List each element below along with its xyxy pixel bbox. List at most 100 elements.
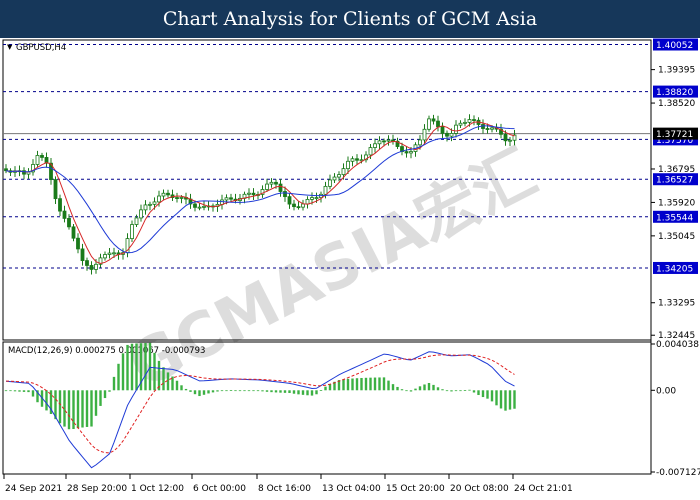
candle-body bbox=[265, 183, 269, 190]
candle-body bbox=[337, 174, 341, 178]
macd-histogram-bar bbox=[9, 390, 12, 392]
macd-histogram-bar bbox=[373, 377, 377, 391]
macd-histogram-bar bbox=[328, 383, 332, 391]
macd-histogram-bar bbox=[265, 390, 269, 392]
candle-body bbox=[35, 155, 40, 165]
macd-histogram-bar bbox=[351, 378, 354, 391]
macd-histogram-bar bbox=[139, 343, 143, 391]
candle-body bbox=[247, 192, 251, 195]
candle-body bbox=[503, 133, 508, 142]
time-tick-label: 8 Oct 16:00 bbox=[258, 484, 311, 494]
level-price-label: 1.40052 bbox=[656, 41, 693, 51]
macd-histogram-bar bbox=[508, 390, 512, 410]
macd-indicator bbox=[4, 342, 516, 469]
macd-panel-frame bbox=[2, 341, 652, 475]
level-price-box bbox=[653, 85, 698, 98]
candle-body bbox=[346, 160, 350, 170]
macd-histogram-bar bbox=[198, 390, 201, 397]
candle-body bbox=[157, 195, 161, 203]
price-tick-label: 1.32445 bbox=[658, 331, 695, 341]
level-lines: 1.40052 1.38820 1.37570 1.36527 1.35544 1.342… bbox=[3, 38, 698, 274]
macd-histogram-bar bbox=[378, 377, 381, 391]
candle-body bbox=[148, 203, 152, 206]
macd-histogram-bar bbox=[369, 377, 372, 391]
macd-histogram-bar bbox=[499, 390, 503, 409]
macd-tick-label: 0.004038 bbox=[656, 340, 699, 350]
candle-body bbox=[107, 252, 112, 255]
macd-histogram-bar bbox=[49, 390, 53, 414]
macd-tick-label: 0.00 bbox=[656, 386, 676, 396]
candle-body bbox=[58, 198, 62, 212]
candle-body bbox=[368, 147, 373, 156]
level-price-box bbox=[653, 38, 698, 51]
macd-histogram-bar bbox=[108, 390, 111, 392]
level-price-label: 1.37570 bbox=[656, 136, 693, 146]
candle-body bbox=[260, 189, 265, 195]
candle-body bbox=[463, 121, 467, 124]
time-tick-label: 6 Oct 00:00 bbox=[193, 484, 246, 494]
macd-histogram-bar bbox=[454, 390, 458, 392]
candle-body bbox=[301, 203, 305, 208]
candle-body bbox=[283, 191, 287, 198]
macd-histogram-bar bbox=[238, 390, 242, 392]
macd-histogram-bar bbox=[180, 385, 183, 391]
candle-body bbox=[71, 226, 76, 239]
candle-body bbox=[292, 203, 296, 208]
macd-histogram-bar bbox=[256, 390, 260, 392]
macd-histogram-bar bbox=[166, 372, 170, 391]
candle-body bbox=[332, 176, 337, 181]
macd-histogram-bar bbox=[382, 377, 386, 391]
symbol-label: GBPUSD,H4 bbox=[16, 43, 66, 53]
macd-histogram-bar bbox=[171, 376, 174, 391]
macd-histogram-bar bbox=[130, 343, 134, 391]
candle-body bbox=[53, 179, 58, 200]
candle-body bbox=[197, 206, 202, 209]
macd-histogram-bar bbox=[423, 384, 426, 391]
candle-body bbox=[80, 248, 85, 262]
candle-body bbox=[202, 205, 206, 208]
ma-fast-line bbox=[5, 121, 515, 265]
macd-histogram-bar bbox=[90, 390, 93, 427]
macd-histogram-bar bbox=[441, 389, 444, 391]
macd-histogram-bar bbox=[409, 390, 413, 392]
macd-histogram-bar bbox=[81, 390, 84, 428]
candle-body bbox=[409, 151, 413, 154]
macd-histogram-bar bbox=[211, 390, 215, 393]
macd-histogram-bar bbox=[54, 390, 57, 420]
candle-body bbox=[386, 139, 391, 142]
macd-histogram-bar bbox=[27, 390, 30, 393]
macd-histogram-bar bbox=[274, 390, 278, 393]
candle-body bbox=[134, 217, 139, 225]
macd-histogram-bar bbox=[468, 389, 471, 391]
macd-histogram-bar bbox=[400, 389, 404, 391]
price-tick-label: 1.35045 bbox=[658, 232, 695, 242]
macd-histogram-bar bbox=[117, 363, 120, 391]
macd-histogram-bar bbox=[63, 390, 66, 427]
macd-histogram-bar bbox=[463, 390, 467, 391]
macd-histogram-bar bbox=[459, 390, 462, 392]
level-price-label: 1.34205 bbox=[656, 264, 693, 274]
time-tick-label: 20 Oct 08:00 bbox=[450, 484, 509, 494]
candle-body bbox=[287, 196, 292, 205]
candle-body bbox=[445, 132, 449, 137]
candle-body bbox=[175, 197, 179, 199]
candle-body bbox=[251, 192, 256, 196]
macd-histogram-bar bbox=[216, 390, 219, 392]
macd-histogram-bar bbox=[427, 382, 431, 391]
watermark: GCMASIA宏汇 bbox=[117, 135, 547, 402]
collapse-triangle-icon[interactable]: ▼ bbox=[7, 43, 13, 51]
macd-histogram-bar bbox=[121, 353, 125, 391]
candle-body bbox=[67, 218, 71, 228]
candle-body bbox=[76, 237, 80, 250]
macd-histogram-bar bbox=[112, 376, 116, 391]
macd-histogram-bar bbox=[45, 390, 48, 411]
macd-histogram-bar bbox=[189, 390, 192, 392]
macd-histogram-bar bbox=[504, 390, 507, 411]
candle-body bbox=[89, 265, 94, 270]
macd-histogram-bar bbox=[153, 352, 156, 391]
time-axis: 24 Sep 2021 28 Sep 20:00 1 Oct 12:00 6 Oct … bbox=[3, 474, 573, 494]
candle-body bbox=[373, 143, 377, 148]
macd-histogram-bar bbox=[76, 390, 80, 429]
watermark-text: GCMASIA宏汇 bbox=[117, 135, 547, 402]
candle-body bbox=[355, 158, 359, 161]
